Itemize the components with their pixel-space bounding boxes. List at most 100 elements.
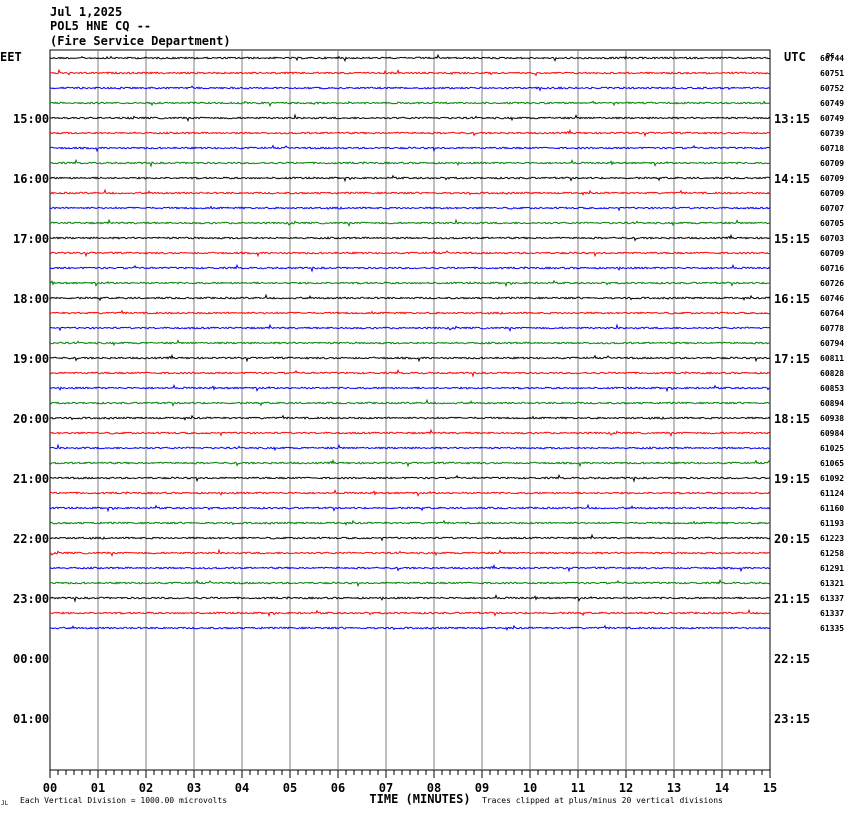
- seismic-trace: [49, 144, 771, 153]
- seismic-trace: [50, 113, 771, 122]
- dc-offset-label: 60828: [820, 369, 844, 378]
- right-hour-label: 16:15: [774, 292, 810, 306]
- right-hour-label: 18:15: [774, 412, 810, 426]
- seismic-trace: [49, 279, 771, 288]
- seismic-trace: [49, 473, 771, 483]
- dc-offset-label: 60707: [820, 204, 844, 213]
- dc-offset-label: 60853: [820, 384, 844, 393]
- seismic-trace: [49, 414, 771, 421]
- seismic-trace: [49, 100, 771, 108]
- x-tick-label: 00: [43, 781, 57, 795]
- dc-offset-label: 60811: [820, 354, 844, 363]
- x-tick-label: 07: [379, 781, 393, 795]
- dc-offset-label: 60744: [820, 54, 844, 63]
- x-tick-label: 13: [667, 781, 681, 795]
- seismic-trace: [50, 218, 771, 227]
- footer-scale-note: Each Vertical Division = 1000.00 microvo…: [20, 796, 227, 805]
- seismic-trace: [49, 323, 771, 332]
- seismic-trace: [49, 489, 771, 497]
- left-hour-label: 20:00: [13, 412, 49, 426]
- seismic-trace: [49, 458, 771, 468]
- dc-offset-label: 61337: [820, 594, 844, 603]
- x-tick-label: 12: [619, 781, 633, 795]
- dc-offset-label: 60709: [820, 174, 844, 183]
- right-hour-label: 22:15: [774, 652, 810, 666]
- right-hour-label: 19:15: [774, 472, 810, 486]
- dc-offset-label: 60751: [820, 69, 844, 78]
- seismic-trace: [49, 624, 771, 631]
- x-tick-label: 10: [523, 781, 537, 795]
- seismic-trace: [49, 608, 771, 618]
- seismic-trace: [49, 68, 771, 77]
- x-tick-label: 02: [139, 781, 153, 795]
- seismic-trace: [49, 174, 771, 183]
- right-hour-label: 13:15: [774, 112, 810, 126]
- left-hour-label: 01:00: [13, 712, 49, 726]
- x-tick-label: 04: [235, 781, 249, 795]
- dc-offset-label: 60938: [820, 414, 844, 423]
- right-hour-label: 15:15: [774, 232, 810, 246]
- footer-clip-note: Traces clipped at plus/minus 20 vertical…: [482, 796, 723, 805]
- left-hour-label: 15:00: [13, 112, 49, 126]
- dc-offset-label: 60764: [820, 309, 844, 318]
- dc-offset-label: 60718: [820, 144, 844, 153]
- x-tick-label: 14: [715, 781, 729, 795]
- dc-offset-label: 61223: [820, 534, 844, 543]
- dc-label: DC: [826, 52, 834, 60]
- dc-offset-label: 61124: [820, 489, 844, 498]
- seismic-trace: [50, 85, 771, 92]
- seismic-trace: [49, 233, 771, 242]
- seismic-trace: [49, 53, 771, 63]
- agency-title: (Fire Service Department): [50, 34, 231, 48]
- dc-offset-label: 60794: [820, 339, 844, 348]
- x-tick-label: 05: [283, 781, 297, 795]
- dc-offset-label: 60984: [820, 429, 844, 438]
- plot-frame: [49, 49, 771, 771]
- dc-offset-label: 60778: [820, 324, 844, 333]
- seismic-trace: [49, 533, 771, 542]
- right-hour-label: 21:15: [774, 592, 810, 606]
- seismic-trace: [49, 339, 771, 347]
- seismic-trace: [49, 503, 771, 513]
- seismic-trace: [49, 428, 771, 437]
- seismic-trace: [49, 158, 771, 168]
- left-hour-label: 18:00: [13, 292, 49, 306]
- dc-offset-label: 61193: [820, 519, 844, 528]
- dc-offset-label: 61291: [820, 564, 844, 573]
- station-title: POL5 HNE CQ --: [50, 19, 152, 33]
- seismic-trace: [50, 563, 771, 573]
- x-tick-label: 01: [91, 781, 105, 795]
- dc-offset-label: 61065: [820, 459, 844, 468]
- dc-offset-label: 60749: [820, 114, 844, 123]
- dc-offset-label: 60705: [820, 219, 844, 228]
- x-tick-label: 08: [427, 781, 441, 795]
- seismic-trace: [49, 188, 771, 196]
- seismic-trace: [49, 398, 771, 407]
- dc-offset-label: 60709: [820, 159, 844, 168]
- x-tick-label: 06: [331, 781, 345, 795]
- seismic-trace: [49, 205, 771, 212]
- dc-offset-label: 61335: [820, 624, 844, 633]
- right-hour-label: 17:15: [774, 352, 810, 366]
- seismic-trace: [49, 293, 771, 302]
- seismic-trace: [49, 368, 771, 378]
- x-tick-label: 03: [187, 781, 201, 795]
- seismic-trace: [49, 263, 771, 273]
- seismic-trace: [49, 128, 771, 138]
- seismic-trace: [49, 578, 771, 588]
- seismic-trace: [49, 548, 771, 557]
- seismic-trace: [49, 353, 771, 363]
- x-tick-label: 09: [475, 781, 489, 795]
- date-title: Jul 1,2025: [50, 5, 123, 19]
- seismic-trace: [49, 309, 771, 315]
- dc-offset-label: 61258: [820, 549, 844, 558]
- seismic-trace: [49, 249, 771, 258]
- right-axis-label: UTC: [784, 50, 806, 64]
- dc-offset-label: 61337: [820, 609, 844, 618]
- dc-offset-label: 60716: [820, 264, 844, 273]
- left-hour-label: 17:00: [13, 232, 49, 246]
- dc-offset-label: 60746: [820, 294, 844, 303]
- dc-offset-label: 60739: [820, 129, 844, 138]
- left-hour-label: 00:00: [13, 652, 49, 666]
